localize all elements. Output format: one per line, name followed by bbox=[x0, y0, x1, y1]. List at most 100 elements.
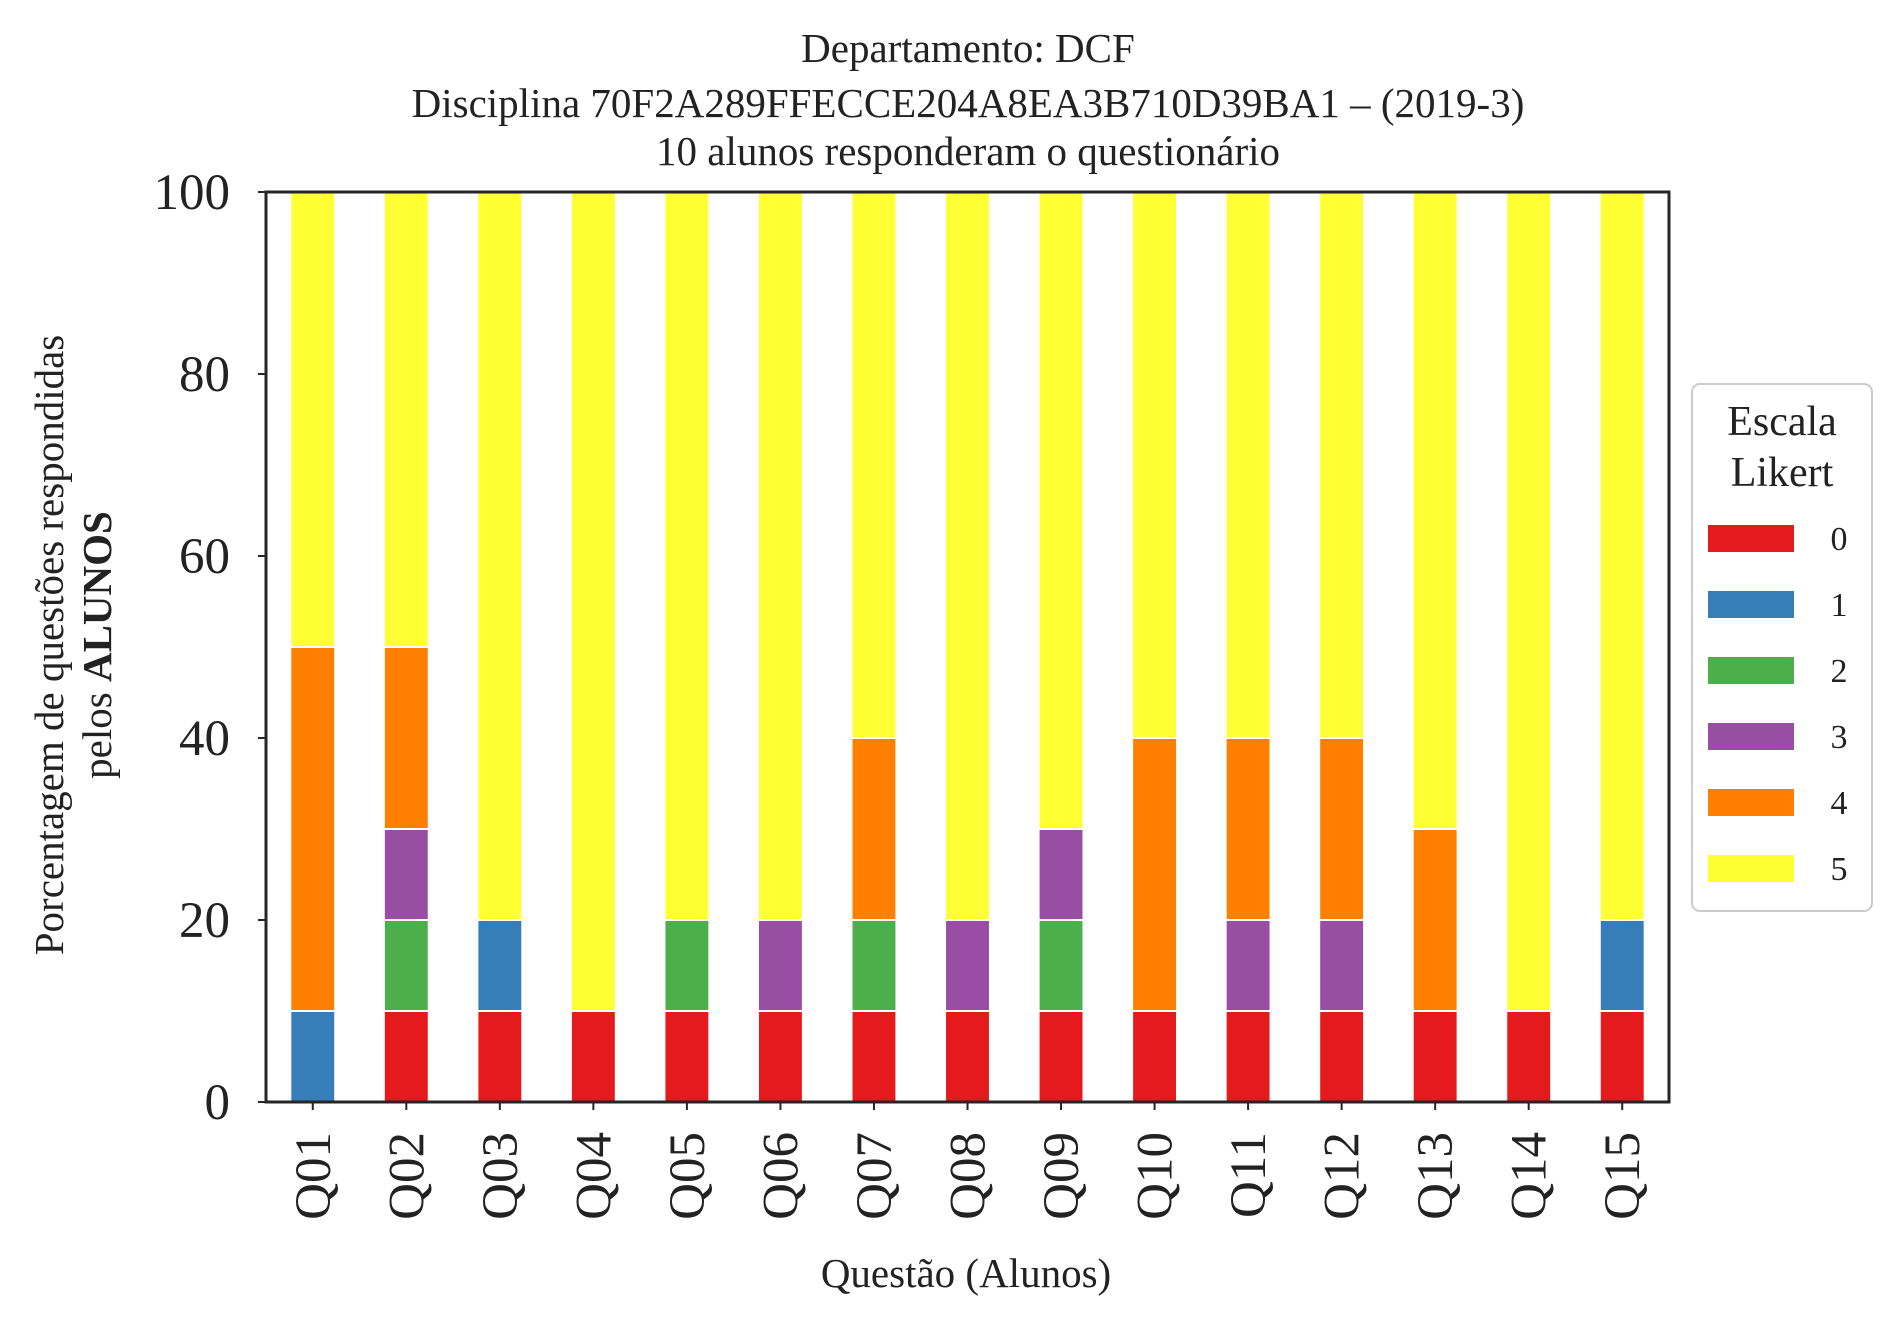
bar-segment-q04-level-0 bbox=[569, 1010, 617, 1103]
x-tick-label: Q06 bbox=[753, 1132, 809, 1220]
bar-segment-q07-level-4 bbox=[850, 737, 898, 921]
legend-label-1: 1 bbox=[1831, 587, 1848, 624]
bar-segment-q03-level-5 bbox=[476, 191, 524, 921]
bar-segment-q11-level-4 bbox=[1224, 737, 1272, 921]
bar-segment-q13-level-5 bbox=[1411, 191, 1459, 830]
x-axis-ticks: Q01 Q02 Q03 Q04 Q05 Q06 Q07 Q08 Q09 Q10 Q11 Q12 Q13 Q… bbox=[286, 1102, 1651, 1220]
bar-segment-q06-level-0 bbox=[756, 1010, 804, 1103]
title-line-1: Departamento: DCF bbox=[801, 25, 1135, 71]
bar-segment-q11-level-5 bbox=[1224, 191, 1272, 739]
y-tick-label: 20 bbox=[179, 893, 230, 949]
y-axis-label-bold: ALUNOS bbox=[74, 511, 120, 682]
bar-segment-q01-level-1 bbox=[289, 1010, 337, 1103]
legend-swatch-3 bbox=[1708, 723, 1794, 750]
bar-segment-q02-level-4 bbox=[382, 646, 430, 830]
bar-segment-q02-level-3 bbox=[382, 828, 430, 921]
legend-title-line-1: Escala bbox=[1727, 399, 1837, 445]
legend-swatch-0 bbox=[1708, 525, 1794, 552]
x-axis-label: Questão (Alunos) bbox=[821, 1250, 1111, 1296]
legend-box bbox=[1691, 383, 1873, 912]
x-tick-label: Q10 bbox=[1128, 1132, 1184, 1220]
legend-label-3: 3 bbox=[1831, 719, 1848, 756]
bar-segment-q12-level-5 bbox=[1318, 191, 1366, 739]
bar-segment-q08-level-5 bbox=[944, 191, 991, 921]
bar-segment-q09-level-2 bbox=[1037, 919, 1085, 1012]
y-tick-label: 40 bbox=[179, 711, 230, 767]
bar-segment-q07-level-2 bbox=[850, 919, 898, 1012]
chart-title: Departamento: DCF Disciplina 70F2A289FFE… bbox=[412, 25, 1525, 174]
x-tick-label: Q15 bbox=[1595, 1132, 1651, 1220]
x-tick-label: Q09 bbox=[1034, 1132, 1090, 1220]
bar-segment-q15-level-0 bbox=[1598, 1010, 1646, 1103]
bar-segment-q08-level-3 bbox=[944, 919, 991, 1012]
bar-segment-q01-level-4 bbox=[289, 646, 337, 1012]
x-tick-label: Q13 bbox=[1408, 1132, 1464, 1220]
bar-segment-q14-level-5 bbox=[1505, 191, 1553, 1012]
bar-segment-q01-level-5 bbox=[289, 191, 337, 648]
legend-swatch-5 bbox=[1708, 855, 1794, 882]
bar-segment-q11-level-3 bbox=[1224, 919, 1272, 1012]
bar-segment-q13-level-4 bbox=[1411, 828, 1459, 1012]
bar-segment-q03-level-0 bbox=[476, 1010, 524, 1103]
x-tick-label: Q07 bbox=[847, 1132, 903, 1220]
bar-segment-q15-level-5 bbox=[1598, 191, 1646, 921]
x-tick-label: Q03 bbox=[473, 1132, 529, 1220]
y-axis-label: Porcentagem de questões respondidas bbox=[26, 335, 72, 956]
x-tick-label: Q01 bbox=[286, 1132, 342, 1220]
y-tick-label: 80 bbox=[179, 347, 230, 403]
x-tick-label: Q08 bbox=[941, 1132, 997, 1220]
y-axis-label-line-2: pelos ALUNOS bbox=[74, 511, 120, 779]
bar-segment-q09-level-5 bbox=[1037, 191, 1085, 830]
bar-segment-q12-level-3 bbox=[1318, 919, 1366, 1012]
legend-swatch-1 bbox=[1708, 591, 1794, 618]
y-axis-label-line-2-group: pelos ALUNOS bbox=[74, 511, 120, 779]
bar-segment-q02-level-0 bbox=[382, 1010, 430, 1103]
legend-label-5: 5 bbox=[1831, 851, 1848, 888]
bar-segment-q02-level-5 bbox=[382, 191, 430, 648]
bar-segment-q10-level-5 bbox=[1131, 191, 1179, 739]
bar-segment-q03-level-1 bbox=[476, 919, 524, 1012]
x-tick-label: Q05 bbox=[660, 1132, 716, 1220]
y-tick-label: 100 bbox=[154, 165, 231, 221]
bar-segment-q07-level-5 bbox=[850, 191, 898, 739]
y-tick-label: 0 bbox=[205, 1075, 231, 1131]
bar-segment-q02-level-2 bbox=[382, 919, 430, 1012]
bar-segment-q09-level-0 bbox=[1037, 1010, 1085, 1103]
bar-segment-q05-level-5 bbox=[663, 191, 711, 921]
bar-segment-q05-level-2 bbox=[663, 919, 711, 1012]
legend-label-4: 4 bbox=[1831, 785, 1848, 822]
legend-label-2: 2 bbox=[1831, 653, 1848, 690]
x-tick-label: Q14 bbox=[1502, 1132, 1558, 1220]
bar-segment-q08-level-0 bbox=[944, 1010, 991, 1103]
y-tick-label: 60 bbox=[179, 529, 230, 585]
bar-segment-q13-level-0 bbox=[1411, 1010, 1459, 1103]
x-tick-label: Q12 bbox=[1315, 1132, 1371, 1220]
x-tick-label: Q04 bbox=[566, 1132, 622, 1220]
bar-segment-q05-level-0 bbox=[663, 1010, 711, 1103]
legend-swatch-4 bbox=[1708, 789, 1794, 816]
legend-swatch-2 bbox=[1708, 657, 1794, 684]
bar-segment-q10-level-4 bbox=[1131, 737, 1179, 1012]
legend-label-0: 0 bbox=[1831, 521, 1848, 558]
legend-items: 0 1 2 3 4 5 bbox=[1708, 521, 1848, 888]
bar-segment-q04-level-5 bbox=[569, 191, 617, 1012]
legend-title-line-2: Likert bbox=[1731, 450, 1834, 496]
bar-segment-q07-level-0 bbox=[850, 1010, 898, 1103]
y-axis-ticks: 0 20 40 60 80 100 bbox=[154, 165, 266, 1131]
bar-segment-q12-level-0 bbox=[1318, 1010, 1366, 1103]
x-tick-label: Q11 bbox=[1221, 1132, 1277, 1218]
y-axis-label-line-1: Porcentagem de questões respondidas bbox=[26, 335, 72, 956]
bar-segment-q06-level-5 bbox=[756, 191, 804, 921]
bar-segment-q12-level-4 bbox=[1318, 737, 1366, 921]
bar-segment-q06-level-3 bbox=[756, 919, 804, 1012]
bar-segment-q15-level-1 bbox=[1598, 919, 1646, 1012]
bars-group bbox=[289, 191, 1646, 1103]
x-tick-label: Q02 bbox=[379, 1132, 435, 1220]
bar-segment-q10-level-0 bbox=[1131, 1010, 1179, 1103]
legend: Escala Likert 0 1 2 3 4 5 bbox=[1691, 383, 1873, 912]
bar-segment-q14-level-0 bbox=[1505, 1010, 1553, 1103]
bar-segment-q11-level-0 bbox=[1224, 1010, 1272, 1103]
title-line-2: Disciplina 70F2A289FFECCE204A8EA3B710D39… bbox=[412, 80, 1525, 126]
